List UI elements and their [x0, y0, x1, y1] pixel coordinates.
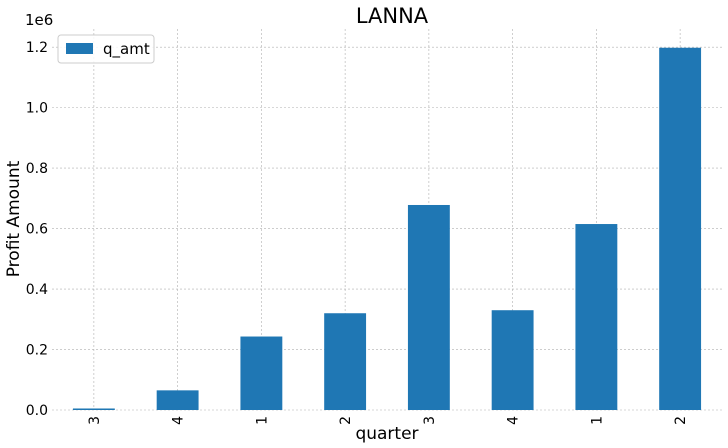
legend-box: [57, 34, 155, 64]
x-tick-label: 4: [506, 416, 522, 425]
bars: [72, 47, 702, 410]
bar-3: [407, 204, 450, 410]
bar-4: [491, 310, 534, 410]
y-tick-label: 1.2: [26, 40, 48, 56]
y-tick-label: 0.6: [26, 222, 48, 238]
x-tick-label: 2: [338, 416, 354, 425]
bar-2: [659, 47, 702, 410]
x-axis-label: quarter: [355, 424, 418, 444]
y-tick-labels: 0.0 0.2 0.4 0.6 0.8 1.0 1.2: [26, 40, 48, 419]
x-tick-label: 4: [171, 416, 187, 425]
bar-1: [240, 336, 283, 410]
y-offset-label: 1e6: [25, 11, 53, 29]
y-tick-label: 1.0: [26, 101, 48, 117]
legend: q_amt: [57, 34, 155, 64]
x-tick-labels: 3 4 1 2 3 4 1 2: [87, 416, 689, 425]
chart-title: LANNA: [356, 4, 429, 28]
gridlines: [52, 29, 722, 411]
x-tick-label: 1: [589, 416, 605, 425]
y-tick-label: 0.4: [26, 282, 48, 298]
legend-label: q_amt: [103, 40, 150, 59]
y-axis-label: Profit Amount: [4, 160, 24, 277]
y-tick-label: 0.2: [26, 343, 48, 359]
x-tick-label: 3: [87, 416, 103, 425]
x-tick-label: 3: [422, 416, 438, 425]
bar-3: [72, 408, 115, 410]
y-tick-label: 0.8: [26, 161, 48, 177]
bar-2: [324, 313, 367, 410]
y-tick-label: 0.0: [26, 403, 48, 419]
x-tick-label: 2: [673, 416, 689, 425]
x-tick-label: 1: [254, 416, 270, 425]
bar-4: [156, 390, 199, 410]
bar-1: [575, 224, 618, 410]
legend-swatch: [66, 43, 93, 54]
